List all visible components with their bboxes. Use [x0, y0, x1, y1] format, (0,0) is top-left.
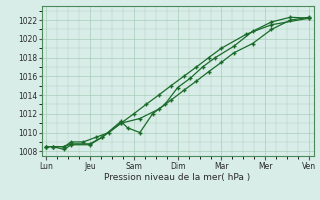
X-axis label: Pression niveau de la mer( hPa ): Pression niveau de la mer( hPa ) [104, 173, 251, 182]
